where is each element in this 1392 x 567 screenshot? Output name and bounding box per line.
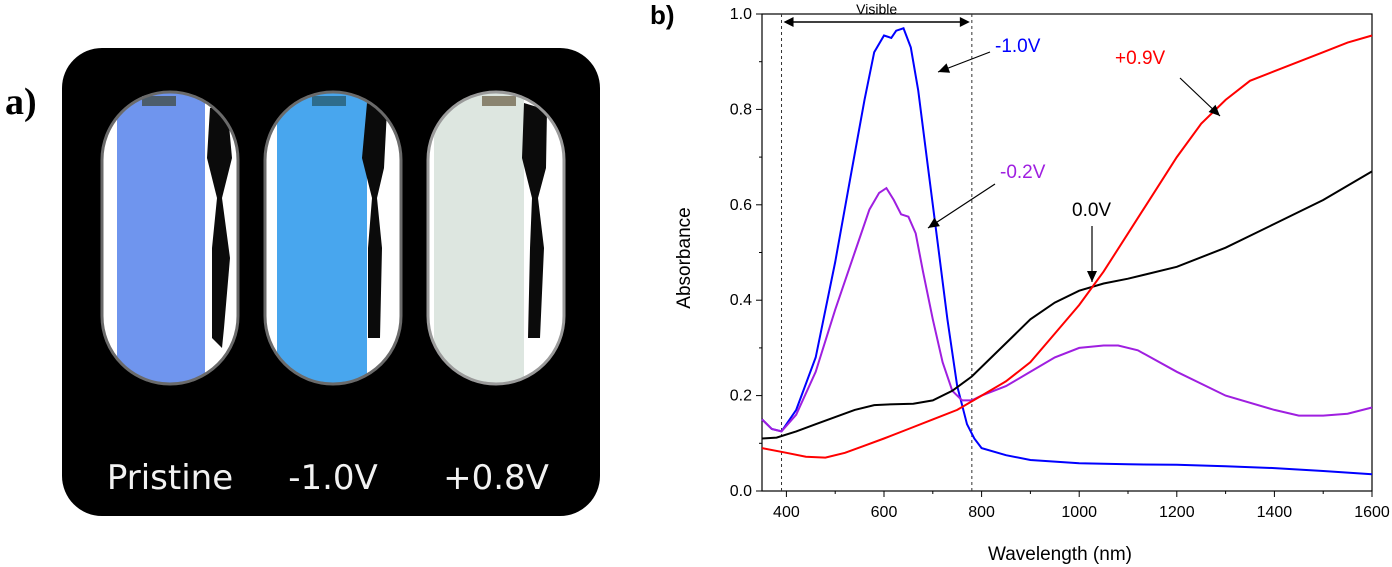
annotation-label: 0.0V: [1072, 200, 1111, 221]
cell-pristine: [100, 90, 240, 386]
x-tick-label: 600: [871, 504, 898, 521]
x-tick-label: 1200: [1159, 504, 1195, 521]
absorbance-chart: 400 600 800 1000 1200 1400 1600 0.0 0.2 0.4 0.6 0.8…: [674, 1, 1390, 565]
annotation-arrow-head: [938, 63, 951, 73]
annotation-label: -0.2V: [1000, 162, 1046, 183]
cell-minus-1v: [263, 90, 403, 386]
y-tick-label: 0.4: [730, 292, 752, 309]
plot-frame: [761, 13, 1373, 492]
visible-arrow-right: [959, 17, 970, 27]
panel-b-label: b): [650, 0, 675, 30]
annotations: -1.0V +0.9V -0.2V 0.0V: [927, 36, 1221, 282]
annotation-arrow-head: [1087, 271, 1097, 282]
series-line--0.2V: [761, 186, 1373, 433]
panel-a-label: a): [5, 81, 37, 123]
annotation-label: -1.0V: [995, 36, 1041, 57]
caption-pristine: Pristine: [106, 458, 234, 498]
photo-illustration: [100, 90, 566, 386]
caption-minus-1v: -1.0V: [288, 458, 378, 498]
x-tick-label: 1400: [1257, 504, 1293, 521]
x-tick-label: 400: [773, 504, 800, 521]
series-line-+0.9V: [761, 34, 1373, 459]
series-line--1.0V: [761, 27, 1373, 476]
series-lines: [761, 27, 1373, 476]
axes: 400 600 800 1000 1200 1400 1600 0.0 0.2 0.4 0.6 0.8…: [730, 6, 1390, 521]
annotation-arrow-head: [1208, 104, 1220, 116]
y-tick-label: 0.0: [730, 483, 752, 500]
x-axis-label: Wavelength (nm): [988, 544, 1132, 565]
annotation-arrow-head: [928, 217, 940, 228]
visible-region: Visible: [781, 1, 973, 491]
annotation-label: +0.9V: [1115, 48, 1166, 69]
y-tick-label: 0.2: [730, 388, 752, 405]
x-tick-label: 1000: [1061, 504, 1097, 521]
visible-label: Visible: [856, 1, 897, 17]
electrochromic-photo: Pristine -1.0V +0.8V: [62, 48, 600, 516]
cell-plus-0-8v: [426, 90, 566, 386]
series-line-0.0V: [761, 170, 1373, 440]
caption-plus-0-8v: +0.8V: [443, 458, 549, 498]
x-tick-label: 1600: [1354, 504, 1390, 521]
y-tick-label: 0.8: [730, 101, 752, 118]
x-tick-label: 800: [968, 504, 995, 521]
visible-arrow-left: [783, 17, 794, 27]
y-tick-label: 1.0: [730, 6, 752, 23]
y-tick-label: 0.6: [730, 197, 752, 214]
y-axis-label: Absorbance: [674, 207, 695, 308]
annotation-arrow-line: [927, 183, 996, 229]
